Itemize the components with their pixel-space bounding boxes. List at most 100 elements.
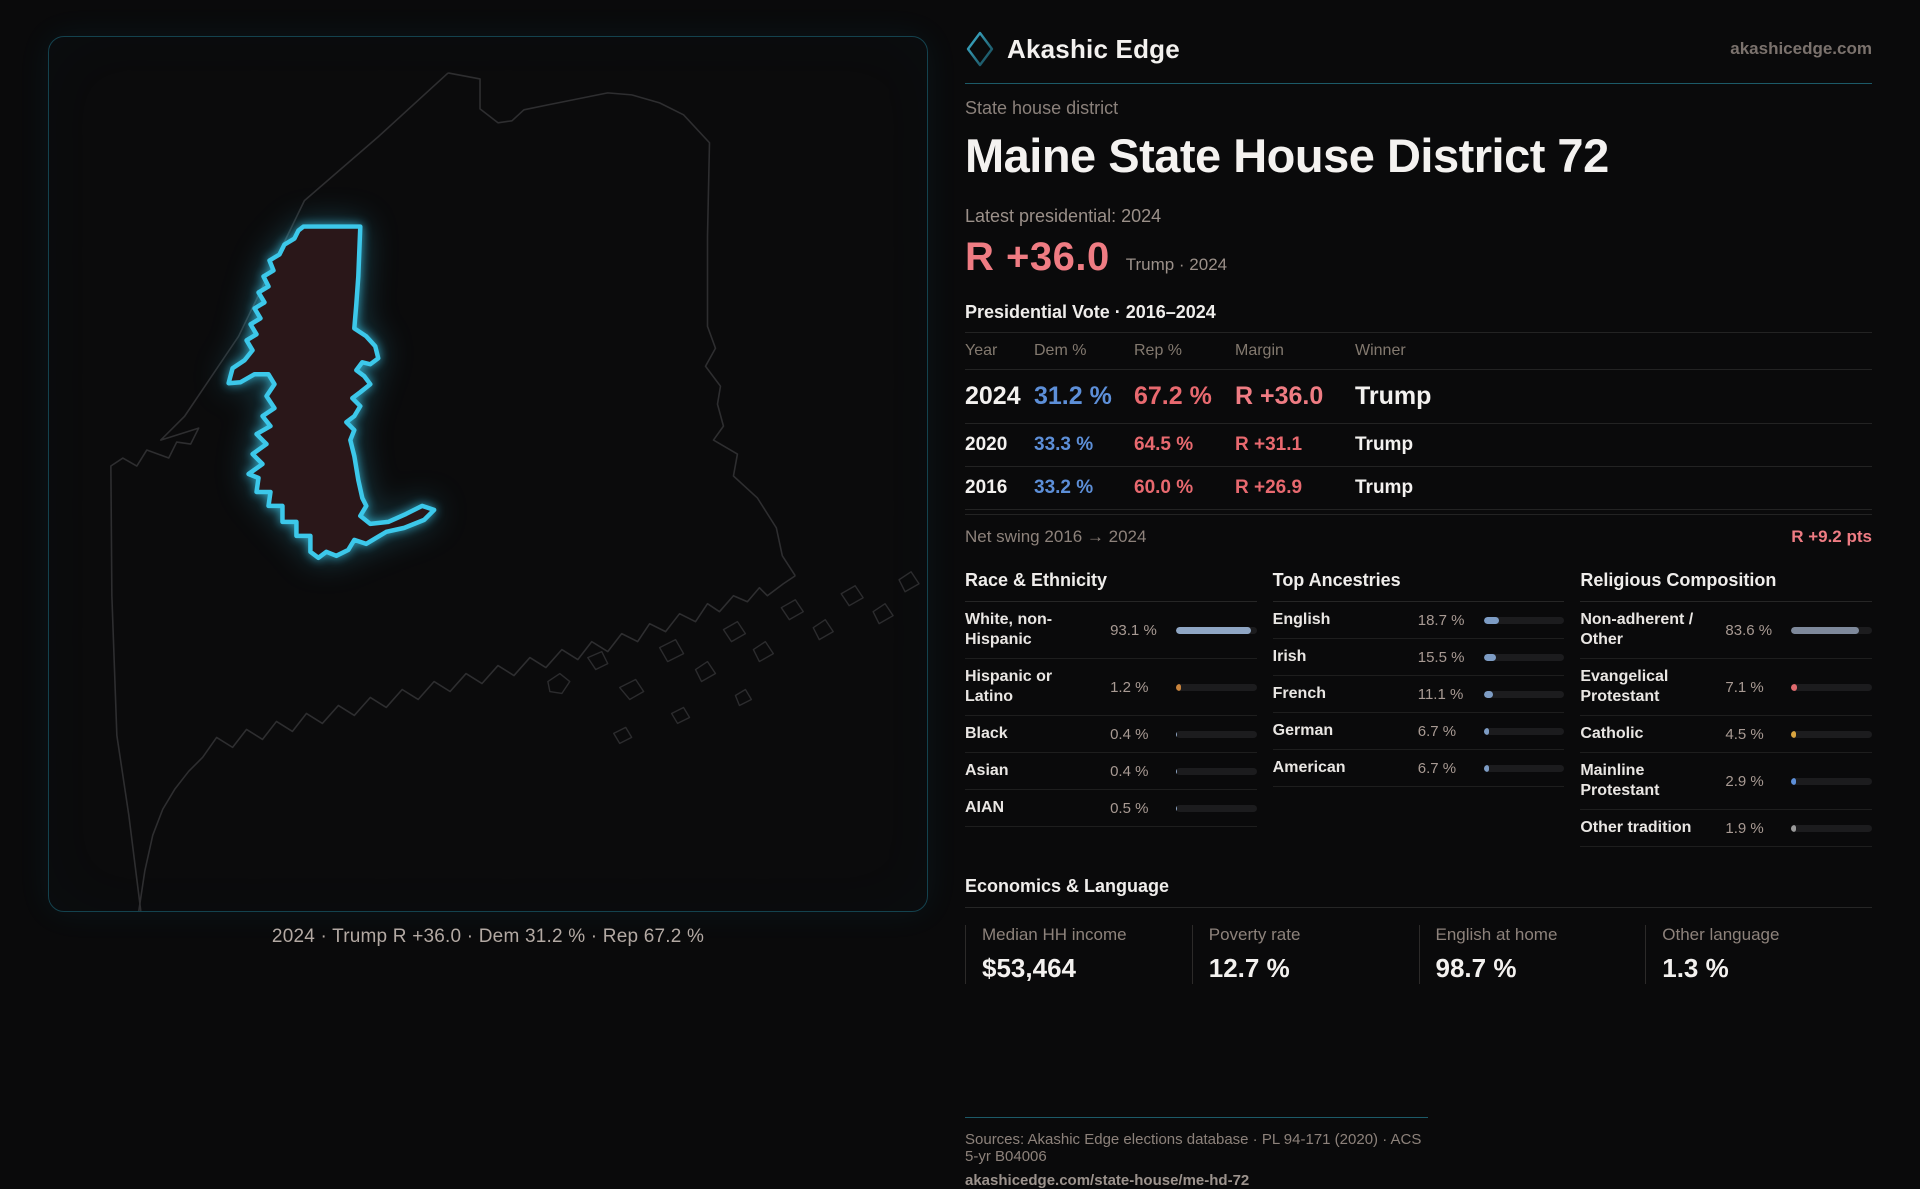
table-row: 2020 33.3 % 64.5 % R +31.1 Trump (965, 424, 1872, 467)
economics-stat-value: 1.3 % (1662, 953, 1729, 983)
presidential-vote-table: Year Dem % Rep % Margin Winner 2024 31.2 … (965, 332, 1872, 515)
demographics-value: 7.1 % (1725, 678, 1764, 696)
economics-stat-label: Poverty rate (1208, 925, 1301, 944)
demographics-column: Religious Composition Non-adherent / Othe… (1580, 570, 1872, 847)
economics-stat-value: $53,464 (982, 953, 1076, 983)
col-dem: Dem % (1034, 342, 1087, 359)
demographics-row: English 18.7 % (1272, 602, 1565, 639)
net-swing-value: R +9.2 pts (1791, 527, 1872, 546)
demographics-row: Other tradition 1.9 % (1580, 810, 1872, 847)
demographics-value: 93.1 % (1110, 621, 1157, 639)
demographics-value: 18.7 % (1417, 611, 1465, 629)
bar-fill (1791, 777, 1797, 785)
bar-track (1791, 683, 1872, 691)
maine-outline (447, 72, 796, 577)
margin-value: R +36.0 (965, 235, 1110, 279)
economics-stat-label: Median HH income (982, 925, 1127, 944)
page-title: Maine State House District 72 (965, 129, 1609, 182)
cell-rep-pct: 60.0 % (1134, 477, 1194, 498)
demographics-value: 6.7 % (1417, 722, 1457, 740)
demographics-label: German (1272, 722, 1334, 739)
margin-note: Trump · 2024 (1125, 255, 1228, 274)
cell-year: 2024 (965, 382, 1021, 410)
demographics-label: Black (965, 725, 1008, 742)
demographics-row: German 6.7 % (1272, 713, 1565, 750)
col-winner: Winner (1355, 342, 1406, 359)
cell-margin: R +31.1 (1235, 434, 1303, 455)
demographics-value: 0.5 % (1110, 799, 1149, 817)
bar-fill (1176, 730, 1178, 738)
permalink-url[interactable]: akashicedge.com/state-house/me-hd-72 (965, 1172, 1250, 1189)
demographics-row: Hispanic or Latino 1.2 % (965, 659, 1257, 716)
economics-stats: Median HH income $53,464 Poverty rate 12.7 … (965, 925, 1872, 984)
cell-year: 2016 (965, 477, 1008, 498)
brand-site-link[interactable]: akashicedge.com (1730, 39, 1872, 58)
demographics-label: Evangelical Protestant (1580, 668, 1669, 705)
bar-fill (1791, 730, 1797, 738)
demographics-value: 0.4 % (1110, 762, 1149, 780)
bar-track (1176, 683, 1257, 691)
demographics-row: American 6.7 % (1272, 750, 1565, 787)
bar-fill (1483, 727, 1490, 735)
bar-track (1791, 777, 1872, 785)
demographics-section: Race & Ethnicity White, non-Hispanic 93.1 … (965, 570, 1872, 847)
demographics-value: 1.9 % (1725, 819, 1764, 837)
economics-stat-label: English at home (1435, 925, 1558, 944)
col-year: Year (965, 342, 998, 359)
net-swing-label: Net swing 2016 → 2024 (965, 527, 1147, 546)
demographics-row: Catholic 4.5 % (1580, 716, 1872, 753)
demographics-column-title: Top Ancestries (1272, 570, 1565, 602)
demographics-label: Mainline Protestant (1580, 762, 1660, 799)
demographics-value: 6.7 % (1417, 759, 1457, 777)
bar-track (1791, 824, 1872, 832)
economics-stat-label: Other language (1662, 925, 1780, 944)
bar-fill (1176, 626, 1252, 634)
demographics-value: 15.5 % (1417, 648, 1465, 666)
demographics-label: White, non-Hispanic (965, 611, 1053, 648)
bar-fill (1176, 767, 1178, 775)
demographics-value: 2.9 % (1725, 772, 1764, 790)
demographics-label: Hispanic or Latino (965, 668, 1053, 705)
cell-winner: Trump (1355, 434, 1414, 455)
bar-fill (1791, 626, 1859, 634)
cell-winner: Trump (1355, 477, 1414, 498)
bar-track (1483, 690, 1565, 698)
col-rep: Rep % (1134, 342, 1183, 359)
bar-fill (1483, 690, 1493, 698)
district-map-panel (48, 36, 928, 912)
table-row: 2016 33.2 % 60.0 % R +26.9 Trump (965, 467, 1872, 510)
demographics-label: Non-adherent / Other (1580, 611, 1694, 648)
demographics-row: Mainline Protestant 2.9 % (1580, 753, 1872, 810)
demographics-value: 0.4 % (1110, 725, 1149, 743)
demographics-column: Top Ancestries English 18.7 % Irish 15.5 % Fr… (1272, 570, 1565, 787)
bar-track (1176, 767, 1257, 775)
economics-stat-value: 12.7 % (1208, 953, 1290, 983)
map-caption: 2024 · Trump R +36.0 · Dem 31.2 % · Rep … (271, 926, 705, 947)
brand-name: Akashic Edge (1007, 33, 1180, 64)
bar-track (1483, 616, 1565, 624)
cell-dem-pct: 33.2 % (1034, 477, 1094, 498)
demographics-label: Irish (1272, 648, 1307, 665)
district-type-label: State house district (965, 98, 1119, 118)
demographics-value: 4.5 % (1725, 725, 1764, 743)
demographics-row: White, non-Hispanic 93.1 % (965, 602, 1257, 659)
cell-dem-pct: 33.3 % (1034, 434, 1094, 455)
cell-dem-pct: 31.2 % (1034, 382, 1112, 410)
bar-fill (1483, 616, 1499, 624)
maine-coastline (138, 575, 796, 911)
economics-stat: Poverty rate 12.7 % (1191, 925, 1419, 984)
brand-header: Akashic Edge akashicedge.com (965, 30, 1872, 84)
economics-stat: Median HH income $53,464 (965, 925, 1192, 984)
bar-track (1483, 764, 1565, 772)
bar-track (1791, 626, 1872, 634)
demographics-label: Other tradition (1580, 819, 1692, 836)
economics-title: Economics & Language (965, 876, 1872, 908)
demographics-value: 1.2 % (1110, 678, 1149, 696)
table-end-rule (965, 510, 1872, 515)
cell-winner: Trump (1355, 382, 1432, 410)
bar-fill (1791, 824, 1797, 832)
demographics-row: Evangelical Protestant 7.1 % (1580, 659, 1872, 716)
demographics-column-title: Race & Ethnicity (965, 570, 1257, 602)
economics-stat: Other language 1.3 % (1645, 925, 1872, 984)
demographics-column: Race & Ethnicity White, non-Hispanic 93.1 … (965, 570, 1257, 827)
